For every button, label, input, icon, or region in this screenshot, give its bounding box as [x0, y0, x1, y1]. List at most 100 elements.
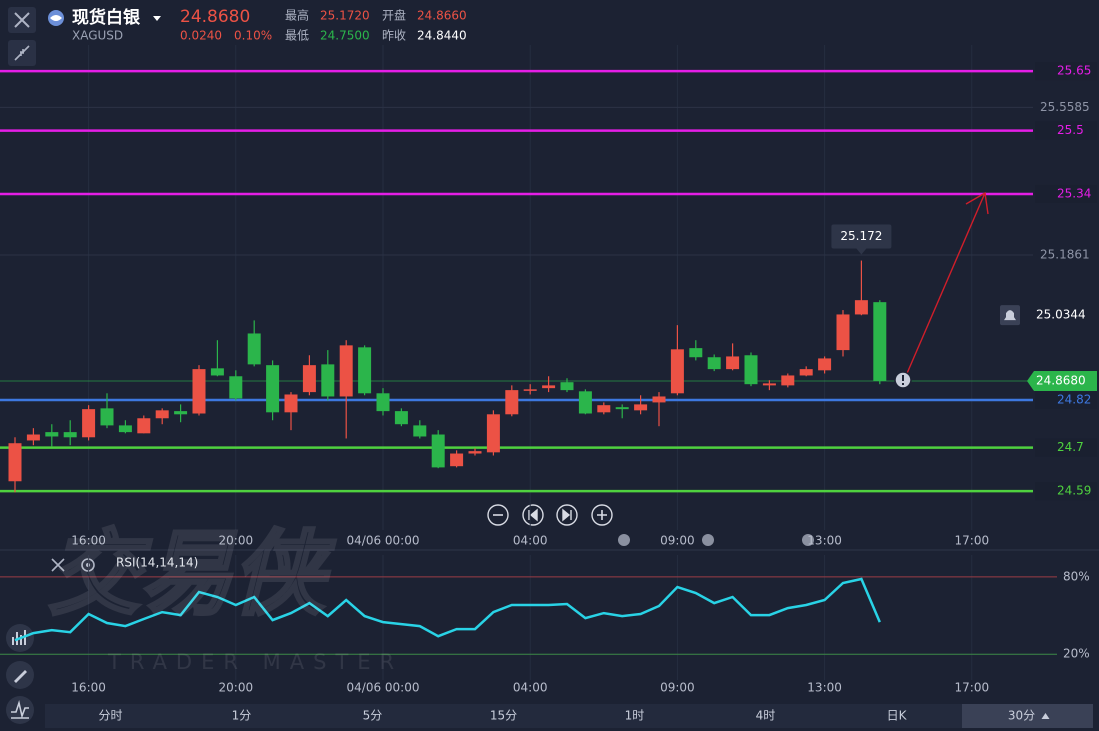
timeframe-tab[interactable]: 4时 — [756, 709, 776, 723]
candle-body — [486, 414, 500, 453]
symbol-logo-eye — [50, 15, 62, 21]
event-marker[interactable] — [618, 534, 630, 546]
x-tick-label: 04/06 00:00 — [347, 534, 420, 548]
candle-body — [394, 411, 408, 425]
high-callout: 25.172 — [840, 229, 882, 243]
step-back-button[interactable] — [522, 504, 544, 526]
close-button[interactable] — [8, 7, 36, 33]
symbol-dropdown[interactable] — [153, 16, 161, 21]
event-marker[interactable] — [802, 534, 814, 546]
symbol-code: XAGUSD — [72, 29, 123, 43]
zoom-out-button[interactable] — [487, 504, 509, 526]
x-tick-label: 16:00 — [71, 534, 106, 548]
level-label: 25.65 — [1057, 64, 1091, 78]
timeframe-tab[interactable]: 1时 — [625, 709, 645, 723]
candle-body — [854, 300, 868, 315]
price-change-pct: 0.10% — [234, 29, 272, 43]
y-tick-label: 20% — [1063, 647, 1090, 661]
step-forward-button[interactable] — [556, 504, 578, 526]
timeframe-tab[interactable]: 5分 — [363, 709, 383, 723]
level-label-bg — [1035, 121, 1097, 140]
last-price: 24.8680 — [180, 7, 250, 27]
candle-body — [836, 314, 850, 351]
candle-body — [174, 411, 188, 415]
candle-body — [578, 391, 592, 414]
rsi-line — [14, 577, 881, 642]
tab-bg[interactable] — [569, 704, 700, 728]
candle-body — [799, 369, 813, 376]
candle-body — [781, 375, 795, 386]
tab-bg[interactable] — [831, 704, 962, 728]
rsi-settings-icon[interactable] — [81, 558, 95, 572]
tab-bg[interactable] — [45, 704, 176, 728]
open-label: 开盘 — [382, 8, 406, 23]
y-tick-label: 25.5585 — [1040, 100, 1090, 114]
draw-icon[interactable] — [14, 670, 27, 683]
y-tick-label: 80% — [1063, 569, 1090, 583]
level-label: 25.34 — [1057, 186, 1091, 200]
high-callout-pointer — [856, 248, 867, 255]
tab-bg[interactable] — [307, 704, 438, 728]
candle-body — [634, 404, 648, 411]
timeframe-tab[interactable]: 1分 — [232, 709, 252, 723]
step-forward-icon[interactable] — [562, 508, 572, 522]
level-label: 24.82 — [1057, 393, 1091, 407]
chart-type-button[interactable] — [6, 696, 34, 724]
candle-body — [266, 365, 280, 413]
timeframe-tab[interactable]: 15分 — [490, 709, 517, 723]
high-value: 25.1720 — [320, 9, 370, 23]
candle-body — [247, 333, 261, 365]
x-tick-label: 16:00 — [71, 681, 106, 695]
watermark: 交易侠 TRADER MASTER — [47, 519, 395, 674]
candle-body — [615, 407, 629, 410]
tab-bg[interactable] — [176, 704, 307, 728]
zoom-in-button[interactable] — [591, 504, 613, 526]
candle-body — [118, 425, 132, 433]
zoom-in-icon[interactable] — [597, 510, 607, 520]
candle-body — [26, 434, 40, 441]
level-label: 24.59 — [1057, 484, 1091, 498]
trend-arrow — [904, 192, 986, 379]
candle-body — [45, 432, 59, 437]
shrink-icon[interactable] — [14, 45, 30, 61]
zoom-out-ring[interactable] — [487, 504, 509, 526]
x-tick-label: 04/06 00:00 — [347, 681, 420, 695]
tab-active-bg[interactable] — [962, 704, 1093, 728]
tab-bg[interactable] — [438, 704, 569, 728]
timeframe-tab[interactable]: 日K — [887, 709, 908, 723]
candle-body — [560, 382, 574, 391]
step-back-icon[interactable] — [528, 508, 538, 522]
tab-caret[interactable] — [1041, 713, 1050, 719]
draw-button[interactable] — [6, 661, 34, 689]
alert-bell[interactable] — [1004, 310, 1016, 321]
x-tick-label: 20:00 — [219, 681, 254, 695]
candle-body — [762, 383, 776, 386]
candle-body — [82, 409, 96, 438]
alert-price: 25.0344 — [1036, 308, 1086, 322]
candle-body — [339, 345, 353, 397]
low-value: 24.7500 — [320, 29, 370, 43]
timeframe-tab[interactable]: 分时 — [98, 709, 122, 723]
candle-body — [652, 396, 666, 403]
rsi-close-icon[interactable] — [51, 558, 65, 572]
event-marker[interactable] — [702, 534, 714, 546]
close-icon[interactable] — [14, 12, 30, 28]
tab-bg[interactable] — [700, 704, 831, 728]
candle-body — [192, 369, 206, 414]
candle-body — [542, 385, 556, 389]
step-forward-ring[interactable] — [556, 504, 578, 526]
candle-body — [505, 390, 519, 415]
level-label-bg — [1035, 438, 1097, 457]
candle-body — [413, 425, 427, 437]
shrink-button[interactable] — [8, 40, 36, 66]
candle-body — [670, 349, 684, 394]
level-label-bg — [1035, 391, 1097, 410]
candle-body — [744, 355, 758, 385]
chart-type-icon[interactable] — [11, 700, 29, 719]
zoom-in-ring[interactable] — [591, 504, 613, 526]
x-tick-label: 20:00 — [219, 534, 254, 548]
level-label-bg — [1035, 482, 1097, 501]
step-back-ring[interactable] — [522, 504, 544, 526]
timeframe-tab[interactable]: 30分 — [1008, 709, 1035, 723]
